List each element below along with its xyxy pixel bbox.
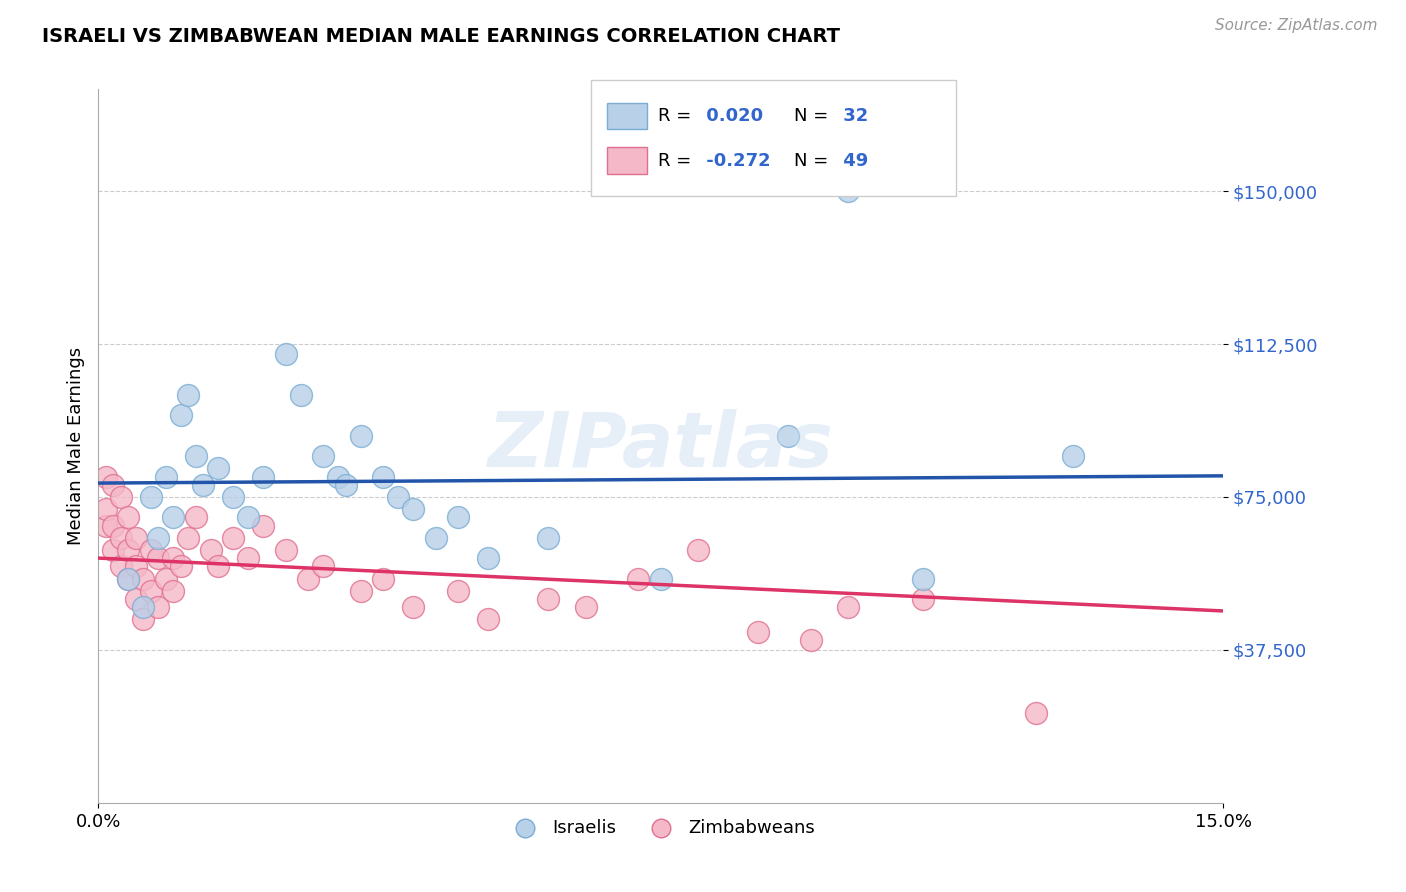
Point (912, 591, 935, 606)
Text: 32: 32 (837, 107, 868, 125)
Point (117, 510, 139, 524)
Point (688, 543, 710, 558)
Point (373, 572, 395, 586)
Y-axis label: Median Male Earnings: Median Male Earnings (66, 347, 84, 545)
Point (747, 624, 769, 639)
Point (139, 490, 162, 504)
Point (184, 449, 207, 463)
Point (94, 518, 117, 533)
Point (238, 510, 260, 524)
Point (1062, 449, 1084, 463)
Text: 49: 49 (837, 152, 868, 169)
Point (402, 502, 425, 516)
Point (184, 510, 207, 524)
Point (425, 531, 447, 545)
Point (170, 559, 193, 574)
Point (193, 477, 215, 491)
Text: 0.020: 0.020 (700, 107, 763, 125)
Text: N =: N = (794, 107, 828, 125)
Point (132, 612, 155, 626)
Point (290, 388, 312, 402)
Text: R =: R = (658, 152, 692, 169)
Point (132, 572, 155, 586)
Text: N =: N = (794, 152, 828, 169)
Point (155, 572, 177, 586)
Point (110, 490, 132, 504)
Point (447, 583, 470, 598)
Point (207, 461, 229, 475)
Legend: Israelis, Zimbabweans: Israelis, Zimbabweans (499, 812, 823, 844)
Point (312, 449, 335, 463)
Point (477, 551, 499, 566)
Point (222, 490, 245, 504)
Point (148, 531, 170, 545)
Point (537, 531, 560, 545)
Point (155, 469, 177, 483)
Point (477, 612, 499, 626)
Text: R =: R = (658, 107, 692, 125)
Point (177, 531, 200, 545)
Point (627, 572, 650, 586)
Point (94, 469, 117, 483)
Point (125, 559, 148, 574)
Point (238, 551, 260, 566)
Point (373, 469, 395, 483)
Point (350, 583, 373, 598)
Point (328, 469, 350, 483)
Point (103, 543, 125, 558)
Point (350, 429, 373, 443)
Point (117, 572, 139, 586)
Text: -0.272: -0.272 (700, 152, 770, 169)
Point (117, 572, 139, 586)
Point (162, 510, 184, 524)
Point (387, 490, 409, 504)
Text: ISRAELI VS ZIMBABWEAN MEDIAN MALE EARNINGS CORRELATION CHART: ISRAELI VS ZIMBABWEAN MEDIAN MALE EARNIN… (42, 27, 841, 45)
Point (110, 531, 132, 545)
Point (575, 600, 598, 615)
Point (837, 184, 859, 198)
Point (312, 559, 335, 574)
Point (537, 591, 560, 606)
Text: Source: ZipAtlas.com: Source: ZipAtlas.com (1215, 18, 1378, 33)
Point (650, 572, 672, 586)
Point (148, 551, 170, 566)
Point (125, 591, 148, 606)
Point (170, 409, 193, 423)
Point (125, 531, 148, 545)
Point (402, 600, 425, 615)
Point (148, 600, 170, 615)
Point (177, 388, 200, 402)
Point (800, 632, 823, 647)
Point (110, 559, 132, 574)
Point (335, 477, 357, 491)
Point (252, 518, 274, 533)
Point (274, 543, 297, 558)
Point (103, 518, 125, 533)
Point (94, 502, 117, 516)
Point (252, 469, 274, 483)
Point (162, 551, 184, 566)
Point (139, 583, 162, 598)
Point (447, 510, 470, 524)
Point (1025, 706, 1047, 720)
Point (132, 600, 155, 615)
Point (162, 583, 184, 598)
Point (837, 600, 859, 615)
Point (103, 477, 125, 491)
Point (200, 543, 222, 558)
Point (117, 543, 139, 558)
Text: ZIPatlas: ZIPatlas (488, 409, 834, 483)
Point (297, 572, 319, 586)
Point (222, 531, 245, 545)
Point (778, 429, 800, 443)
Point (912, 572, 935, 586)
Point (207, 559, 229, 574)
Point (139, 543, 162, 558)
Point (274, 347, 297, 361)
